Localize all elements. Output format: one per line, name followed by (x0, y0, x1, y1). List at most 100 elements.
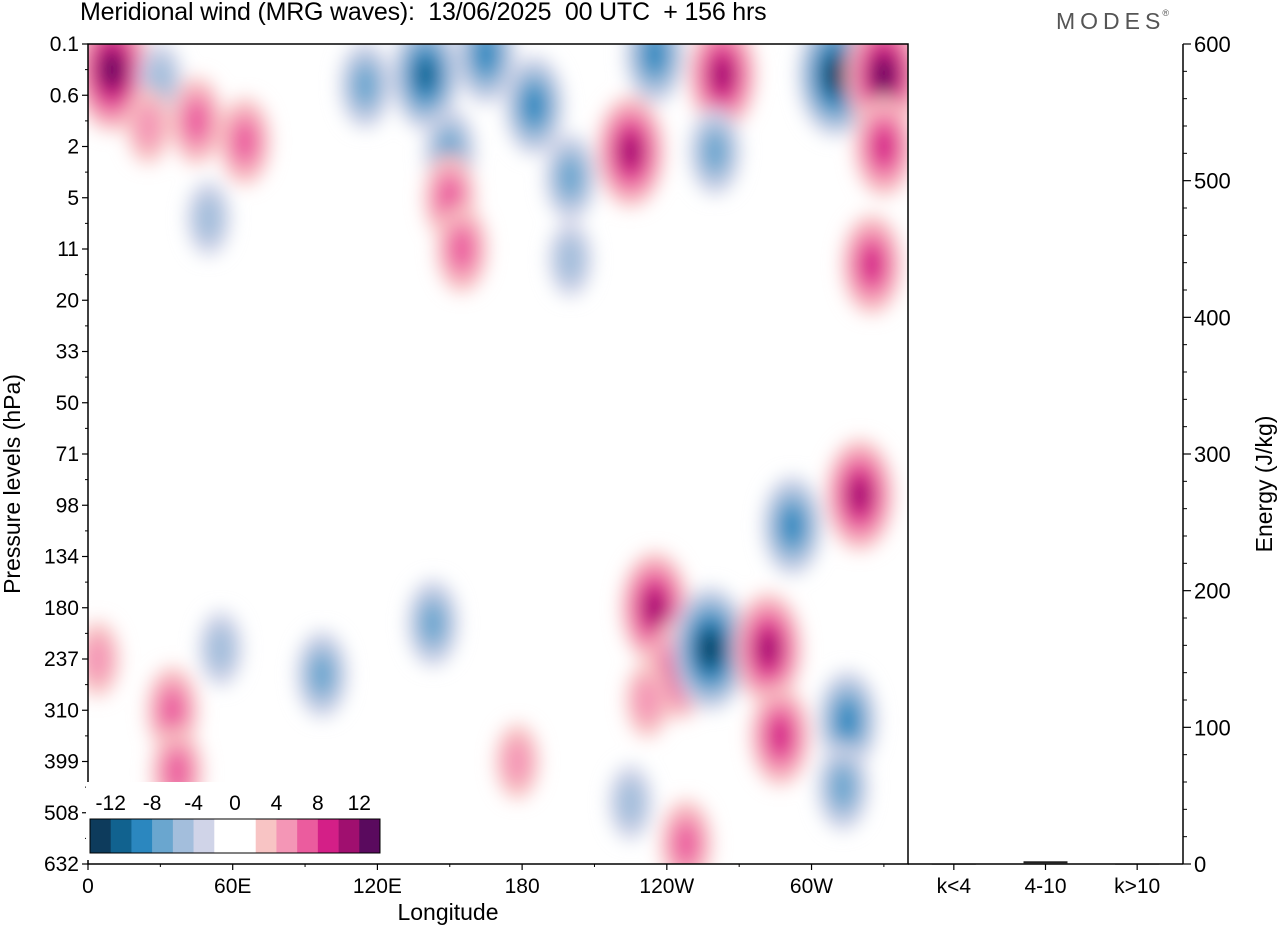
contour-band (850, 479, 870, 511)
contour-band (674, 823, 698, 864)
colorbar-swatch (297, 819, 319, 853)
contour-blob-29 (750, 685, 811, 786)
contour-blob-30 (817, 670, 878, 771)
contour-band (195, 194, 223, 242)
contour-band (102, 54, 122, 85)
contour-blob-32 (295, 630, 348, 719)
colorbar-label: 4 (271, 792, 283, 815)
contour-band (633, 676, 662, 724)
energy-axis-label: Energy (J/kg) (1251, 416, 1277, 553)
colorbar-swatch (359, 819, 381, 853)
contour-blob-13 (624, 44, 685, 105)
contour-blob-14 (688, 44, 757, 131)
colorbar-swatch (90, 819, 112, 853)
contour-blob-28 (734, 592, 803, 705)
colorbar-swatch (276, 819, 298, 853)
energy-tick-label: 400 (1194, 305, 1231, 330)
x-tick-label: 0 (82, 875, 94, 898)
contour-band (831, 767, 855, 807)
contour-band (701, 633, 720, 664)
contour-band (873, 129, 895, 164)
colorbar-frame (89, 818, 381, 854)
contour-band (781, 508, 803, 544)
contour-blob-39 (608, 764, 653, 841)
x-tick-label: 120W (639, 875, 694, 898)
y-tick-label: 0.6 (50, 84, 79, 107)
colorbar-swatch (110, 819, 132, 853)
contour-band (758, 632, 778, 665)
contour-blob-31 (816, 743, 869, 832)
y-tick-label: 11 (57, 238, 79, 261)
colorbar-swatch (338, 819, 360, 853)
energy-tick-label: 100 (1194, 715, 1231, 740)
contour-band (837, 703, 859, 738)
colorbar-swatch (152, 819, 174, 853)
contour-blob-6 (339, 44, 392, 129)
contour-band (644, 44, 666, 72)
colorbar-label: -12 (96, 792, 126, 815)
energy-tick-label: 500 (1194, 169, 1231, 194)
colorbar-swatch (255, 819, 277, 853)
y-tick-label: 50 (56, 392, 79, 415)
brand-logo: MODES® (1056, 8, 1169, 35)
colorbar-label: -8 (143, 792, 162, 815)
contour-band (503, 738, 531, 785)
contour-blob-18 (689, 107, 742, 196)
contour-band (421, 603, 445, 643)
y-tick-label: 399 (44, 751, 79, 774)
y-tick-label: 508 (44, 802, 79, 825)
y-tick-label: 98 (56, 494, 79, 517)
contour-band (207, 625, 235, 673)
contour-band (165, 752, 189, 792)
y-tick-label: 310 (44, 699, 79, 722)
colorbar-swatch (214, 819, 236, 853)
contour-band (415, 58, 436, 91)
colorbar-label: 8 (312, 792, 324, 815)
colorbar-swatch (193, 819, 215, 853)
contour-band (645, 591, 665, 624)
energy-tick-label: 0 (1194, 852, 1206, 877)
contour-band (556, 235, 584, 283)
contour-blob-21 (548, 221, 593, 298)
contour-band (620, 135, 641, 168)
energy-tick-label: 600 (1194, 32, 1231, 57)
energy-panel: 0 100 200 300 400 500 600 Energy (J/kg) k<4 4-10 k… (908, 32, 1277, 898)
contour-blob-38 (660, 799, 713, 864)
contour-blob-8 (455, 44, 516, 105)
contour-band (310, 654, 334, 694)
colorbar-swatch (172, 819, 194, 853)
colorbar-label: 12 (348, 792, 371, 815)
contour-blob-17 (596, 95, 665, 208)
energy-category-label: 4-10 (1024, 875, 1066, 898)
contour-band (233, 121, 257, 161)
y-tick-label: 180 (44, 597, 79, 620)
y-tick-label: 71 (56, 443, 79, 466)
contour-band (558, 157, 582, 197)
contour-blob-35 (88, 621, 120, 697)
contour-blob-19 (853, 96, 908, 197)
contour-band (134, 102, 162, 150)
energy-category-label: k>10 (1114, 875, 1160, 898)
contour-blob-40 (495, 723, 540, 800)
brand-registered-mark: ® (1162, 8, 1169, 18)
contour-band (826, 59, 845, 90)
colorbar-swatch (235, 819, 257, 853)
contour-band (712, 58, 733, 91)
y-tick-label: 20 (56, 289, 79, 312)
colorbar: -12 -8 -4 0 4 8 12 (86, 782, 384, 860)
contour-band (160, 690, 184, 730)
energy-bar (1023, 861, 1068, 864)
contour-band (874, 59, 894, 90)
contour-blob-7 (391, 44, 460, 131)
energy-tick-label: 300 (1194, 442, 1231, 467)
contour-field (88, 44, 908, 864)
y-tick-label: 5 (67, 187, 79, 210)
x-tick-label: 120E (353, 875, 402, 898)
y-tick-label: 632 (44, 853, 79, 876)
y-tick-label: 237 (44, 648, 79, 671)
brand-text: MODES (1056, 8, 1166, 34)
contour-blob-34 (198, 610, 243, 687)
x-axis-label: Longitude (397, 899, 498, 925)
contour-blob-27 (672, 586, 749, 711)
